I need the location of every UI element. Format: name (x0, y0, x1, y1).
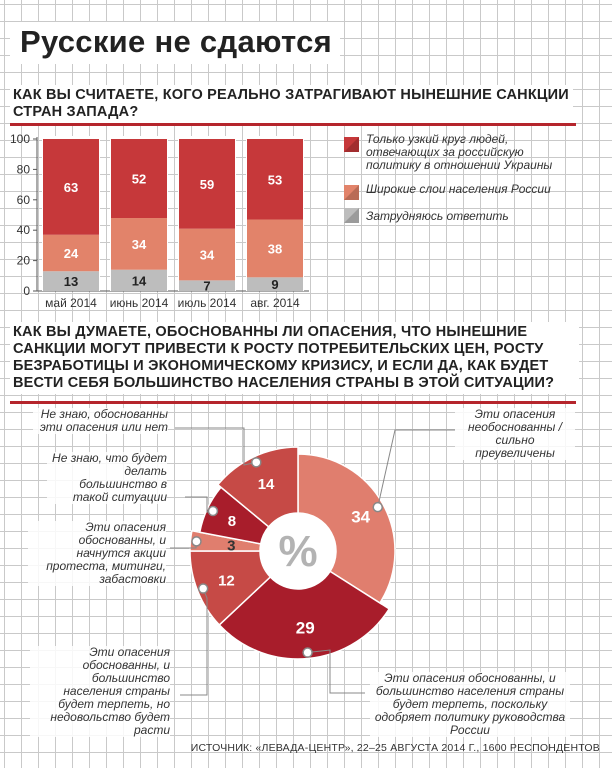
source-note: ИСТОЧНИК: «ЛЕВАДА-ЦЕНТР», 22–25 АВГУСТА … (190, 742, 600, 754)
bar-data-label: 24 (64, 246, 79, 261)
pie-slice (198, 486, 270, 545)
pie-label-protests: Эти опасения обоснованны, и начнутся акц… (28, 521, 166, 586)
bar-segment (247, 219, 303, 278)
bar-segment (43, 271, 99, 291)
bar-segment (179, 280, 235, 291)
bar-segment (111, 269, 167, 291)
stacked-bar-chart: 0 20 40 60 80 100 13 24 63 май 2014 14 34 52 июнь 201… (10, 132, 359, 310)
question-1-underline (10, 123, 576, 126)
legend-swatch-shade (344, 185, 359, 200)
y-tick-label: 100 (10, 132, 30, 146)
pie-label-endure-approve: Эти опасения обоснованны, и большинство … (370, 672, 570, 737)
legend-label-broad: Широкие слои населения России (366, 182, 551, 196)
page-title: Русские не сдаются (10, 22, 340, 64)
legend-swatch-shade (344, 208, 359, 223)
bar-segment (111, 218, 167, 270)
leader-dot (302, 647, 313, 658)
bar-segment (247, 139, 303, 220)
pie-value-label: 14 (258, 476, 275, 493)
leader-line (170, 541, 197, 549)
x-tick-label: июнь 2014 (110, 296, 169, 310)
leader-dot (251, 457, 262, 468)
bar-segment (111, 139, 167, 219)
bar-data-label: 14 (132, 273, 147, 288)
leader-dot (197, 583, 209, 594)
leader-dot (372, 501, 383, 513)
leader-line (185, 496, 214, 513)
pie-label-endure-discontent: Эти опасения обоснованны, и большинство … (30, 646, 170, 737)
leader-line (180, 588, 208, 696)
bar-data-label: 59 (200, 177, 214, 192)
pie-value-label: 12 (218, 572, 235, 589)
question-2-underline (10, 401, 576, 404)
leader-dot (207, 505, 219, 517)
bar-data-label: 34 (200, 248, 215, 263)
bar-data-label: 53 (268, 172, 282, 187)
question-1: КАК ВЫ СЧИТАЕТЕ, КОГО РЕАЛЬНО ЗАТРАГИВАЮ… (10, 85, 573, 123)
bar-data-label: 13 (64, 274, 78, 289)
pie-value-label: 8 (228, 513, 236, 530)
pie-slice (189, 529, 262, 552)
leader-dot (191, 536, 202, 547)
pie-center-hole (260, 513, 336, 589)
y-tick-label: 40 (17, 223, 31, 237)
pie-value-label: 3 (227, 538, 235, 555)
pie-value-label: 34 (351, 508, 370, 527)
pie-label-dont-know-justified: Не знаю, обоснованны эти опасения или не… (33, 408, 168, 434)
y-tick-label: 20 (17, 254, 31, 268)
bar-segment (179, 228, 235, 281)
legend-swatch (344, 137, 359, 152)
bar-data-label: 38 (268, 241, 282, 256)
bar-segment (43, 234, 99, 272)
question-2: КАК ВЫ ДУМАЕТЕ, ОБОСНОВАННЫ ЛИ ОПАСЕНИЯ,… (10, 322, 579, 394)
bar-segment (43, 139, 99, 235)
leader-line (175, 427, 257, 466)
bar-data-label: 9 (271, 277, 278, 292)
pie-slice (218, 570, 391, 660)
pie-center-label: % (278, 527, 317, 576)
y-tick-label: 60 (17, 193, 31, 207)
leader-line (307, 649, 365, 694)
y-tick-label: 80 (17, 162, 31, 176)
x-tick-label: май 2014 (45, 296, 97, 310)
x-tick-label: июль 2014 (178, 296, 237, 310)
pie-label-dont-know-behavior: Не знаю, что будет делать большинство в … (47, 452, 167, 504)
legend-swatch-shade (344, 137, 359, 152)
y-tick-label: 0 (23, 284, 30, 298)
pie-slice (189, 550, 272, 626)
bar-data-label: 7 (203, 279, 210, 294)
bar-data-label: 63 (64, 180, 78, 195)
leader-line (377, 429, 455, 508)
legend-swatch (344, 208, 359, 223)
bar-segment (179, 139, 235, 229)
bar-segment (247, 277, 303, 291)
x-tick-label: авг. 2014 (250, 296, 300, 310)
pie-slice (297, 453, 396, 605)
pie-value-label: 29 (296, 619, 315, 638)
pie-slice (216, 446, 299, 528)
pie-label-unfounded: Эти опасения необоснованны / сильно преу… (455, 408, 575, 460)
bar-data-label: 34 (132, 237, 147, 252)
legend-label-unsure: Затрудняюсь ответить (366, 209, 509, 223)
legend-label-narrow: Только узкий круг людей, отвечающих за р… (366, 132, 553, 172)
legend-swatch (344, 185, 359, 200)
bar-data-label: 52 (132, 172, 146, 187)
